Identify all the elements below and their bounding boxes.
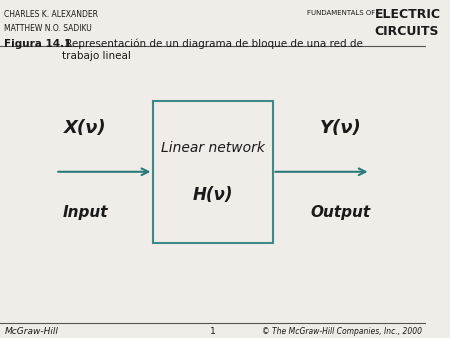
Text: X(ν): X(ν) bbox=[64, 119, 107, 137]
Text: Figura 14.1: Figura 14.1 bbox=[4, 39, 72, 49]
Text: MATTHEW N.O. SADIKU: MATTHEW N.O. SADIKU bbox=[4, 24, 92, 32]
Text: CHARLES K. ALEXANDER: CHARLES K. ALEXANDER bbox=[4, 10, 98, 19]
Text: Y(ν): Y(ν) bbox=[320, 119, 361, 137]
Text: © The McGraw-Hill Companies, Inc., 2000: © The McGraw-Hill Companies, Inc., 2000 bbox=[261, 327, 422, 336]
Text: Output: Output bbox=[310, 205, 371, 220]
Text: FUNDAMENTALS OF: FUNDAMENTALS OF bbox=[306, 10, 375, 16]
Text: McGraw-Hill: McGraw-Hill bbox=[4, 327, 58, 336]
Text: CIRCUITS: CIRCUITS bbox=[375, 25, 439, 38]
Text: ELECTRIC: ELECTRIC bbox=[375, 8, 441, 21]
Text: H(ν): H(ν) bbox=[193, 186, 233, 204]
FancyBboxPatch shape bbox=[153, 101, 273, 242]
Text: Input: Input bbox=[63, 205, 108, 220]
Text: Linear network: Linear network bbox=[161, 141, 265, 155]
Text: 1: 1 bbox=[210, 327, 216, 336]
Text: Representación de un diagrama de bloque de una red de
trabajo lineal: Representación de un diagrama de bloque … bbox=[62, 39, 363, 61]
